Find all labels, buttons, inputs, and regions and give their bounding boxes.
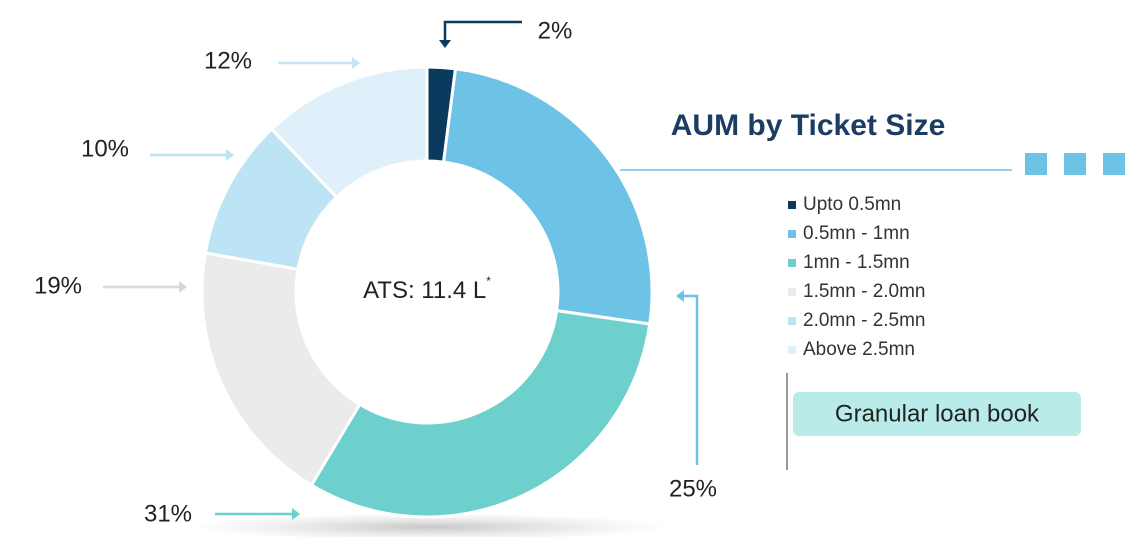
legend-swatch bbox=[788, 317, 796, 325]
annotation-box bbox=[793, 392, 1081, 436]
callout-line bbox=[443, 20, 522, 42]
legend-swatch bbox=[788, 259, 796, 267]
data-label: 25% bbox=[669, 475, 717, 502]
decor-square bbox=[1103, 153, 1125, 175]
callout-arrow bbox=[292, 508, 300, 520]
legend-label: 1.5mn - 2.0mn bbox=[803, 281, 926, 302]
legend-label: 0.5mn - 1mn bbox=[803, 223, 910, 244]
callout-arrow bbox=[439, 40, 451, 48]
center-text: ATS: 11.4 L bbox=[363, 277, 486, 304]
chart-title: AUM by Ticket Size bbox=[671, 109, 946, 142]
annotation: Granular loan book bbox=[835, 400, 1040, 427]
legend-swatch bbox=[788, 201, 796, 209]
data-label: 19% bbox=[34, 272, 82, 299]
donut-slice bbox=[309, 308, 652, 519]
legend-swatch bbox=[788, 346, 796, 354]
center-label: ATS: 11.4 L* bbox=[363, 274, 491, 304]
legend-swatch bbox=[788, 288, 796, 296]
center-marker: * bbox=[486, 274, 491, 288]
decor-square bbox=[1064, 153, 1086, 175]
donut-slice bbox=[269, 65, 429, 200]
legend-label: 2.0mn - 2.5mn bbox=[803, 310, 926, 331]
data-label: 31% bbox=[144, 500, 192, 527]
donut-slice bbox=[441, 67, 654, 326]
data-label: 2% bbox=[538, 17, 573, 44]
callout-arrow bbox=[352, 57, 360, 69]
legend-label: Upto 0.5mn bbox=[803, 194, 901, 215]
donut-slice bbox=[200, 251, 362, 488]
shadow bbox=[190, 513, 670, 537]
legend-swatch bbox=[788, 230, 796, 238]
callout-arrow bbox=[179, 281, 187, 293]
legend-label: Above 2.5mn bbox=[803, 339, 915, 360]
decor-square bbox=[1025, 153, 1047, 175]
data-label: 12% bbox=[204, 47, 252, 74]
data-label: 10% bbox=[81, 135, 129, 162]
callout-arrow bbox=[676, 290, 684, 302]
callout-line bbox=[682, 294, 699, 465]
callout-arrow bbox=[226, 149, 234, 161]
legend-label: 1mn - 1.5mn bbox=[803, 252, 910, 273]
